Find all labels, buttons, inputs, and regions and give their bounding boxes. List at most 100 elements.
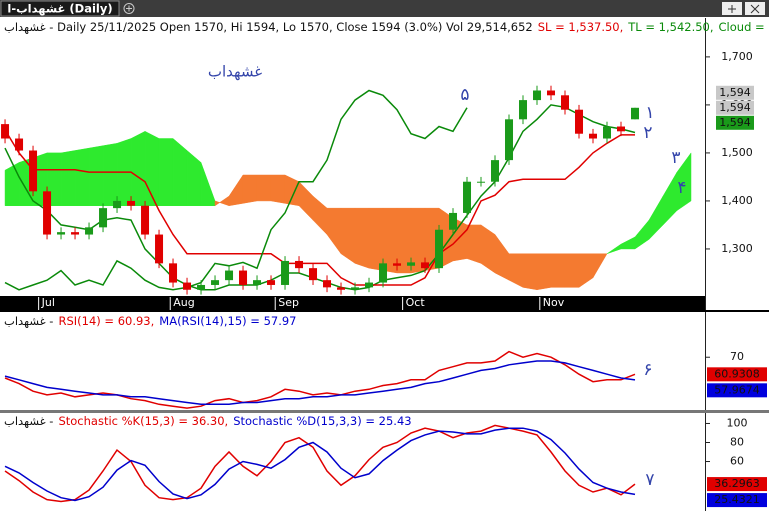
last-value-label: 1,594 — [719, 116, 751, 129]
candle-body — [323, 280, 332, 288]
axis-divider — [705, 18, 706, 511]
indicator-line — [4, 350, 636, 409]
candle-body — [519, 100, 528, 120]
panel-separator — [0, 310, 769, 312]
candle-body — [379, 263, 388, 283]
annotation: ۳ — [671, 148, 680, 168]
cloud-segment — [102, 143, 118, 206]
indicator-line — [4, 89, 468, 291]
annotation: ۱ — [645, 103, 654, 123]
cloud-segment — [382, 207, 398, 274]
y-tick-label: 100 — [727, 416, 748, 429]
candle-body — [57, 232, 66, 235]
x-tick-label: Nov — [543, 296, 565, 309]
header-part: MA(RSI(14),15) = 57.97 — [159, 314, 296, 328]
cloud-segment — [564, 253, 580, 288]
candle-body — [589, 133, 598, 139]
candle-body — [127, 200, 136, 206]
annotation: ۴ — [677, 178, 686, 198]
candle-body — [253, 280, 262, 285]
window-bar — [0, 0, 769, 17]
candle-body — [141, 205, 150, 235]
cloud-segment — [4, 162, 20, 206]
last-value-box — [716, 115, 754, 130]
header-part: SL = 1,537.50, — [538, 20, 624, 34]
candle-body — [351, 287, 360, 290]
cloud-segment — [60, 150, 76, 206]
annotation: ۷ — [645, 470, 654, 490]
last-value-box — [707, 477, 767, 492]
header-part: غشهداب - — [4, 414, 53, 428]
candle-body — [15, 138, 24, 151]
last-value-box — [716, 85, 754, 100]
candle-body — [477, 181, 486, 183]
header-part: Stochastic %D(15,3,3) = 25.43 — [233, 414, 411, 428]
x-tick-label: Jul — [41, 296, 55, 309]
header-part: RSI(14) = 60.93, — [58, 314, 154, 328]
header-part: غشهداب - Daily 25/11/2025 Open 1570, Hi … — [4, 20, 533, 34]
candle-body — [449, 212, 458, 230]
candle-body — [617, 126, 626, 132]
date-bar — [0, 296, 705, 311]
y-tick-label: 1,300 — [721, 242, 753, 255]
cloud-segment — [130, 130, 146, 206]
y-tick-label: 80 — [730, 435, 744, 448]
add-icon[interactable] — [123, 3, 135, 14]
candle-body — [575, 109, 584, 134]
header-part: Stochastic %K(15,3) = 36.30, — [58, 414, 228, 428]
header-part: Cloud = 1 — [719, 20, 769, 34]
indicator-line — [4, 129, 635, 286]
last-value-label: 36.2963 — [714, 477, 760, 490]
candle-body — [295, 260, 304, 269]
candle-body — [99, 208, 108, 228]
candle-body — [155, 234, 164, 264]
candle-body — [113, 200, 122, 209]
y-tick-label: 1,700 — [721, 50, 753, 63]
candle-body — [603, 126, 612, 139]
candle-body — [407, 262, 416, 266]
cloud-segment — [592, 253, 608, 279]
cloud-segment — [340, 207, 356, 264]
window-buttons[interactable] — [722, 2, 765, 15]
annotation: غشهداب — [208, 63, 262, 81]
candle-body — [211, 280, 220, 285]
candle-body — [421, 262, 430, 269]
cloud-segment — [550, 253, 566, 288]
header-background — [0, 20, 705, 34]
indicator-line — [4, 427, 636, 502]
last-value-box — [716, 100, 754, 115]
indicator-line — [4, 104, 636, 291]
candle-body — [463, 181, 472, 213]
indicator-line — [4, 424, 636, 503]
candle-body — [547, 90, 556, 96]
cloud-segment — [676, 152, 692, 212]
candle-body — [393, 263, 402, 266]
candle-body — [309, 268, 318, 281]
annotation: ۵ — [460, 85, 469, 105]
last-value-label: 1,594 — [719, 86, 751, 99]
x-tick-label: Oct — [406, 296, 426, 309]
last-value-label: 57.9674 — [714, 383, 760, 396]
candle-body — [225, 270, 234, 281]
header-part: TL = 1,542.50, — [627, 20, 713, 34]
plot-layer: 1,3001,4001,5001,6001,7001,5941,5941,594… — [1, 50, 767, 508]
candle-body — [491, 160, 500, 182]
candle-body — [267, 280, 276, 285]
annotation: ۲ — [643, 123, 652, 143]
cloud-segment — [242, 174, 258, 204]
cloud-segment — [354, 207, 370, 269]
cloud-segment — [522, 253, 538, 291]
candle-body — [337, 287, 346, 290]
tab[interactable] — [0, 0, 120, 17]
candle-body — [169, 263, 178, 283]
cloud-segment — [74, 147, 90, 206]
header-part: غشهداب - — [4, 314, 53, 328]
candle-body — [505, 119, 514, 161]
candle-body — [239, 270, 248, 285]
last-value-label: 1,594 — [719, 101, 751, 114]
last-value-label: 25.4321 — [714, 493, 760, 506]
indicator-line — [4, 360, 636, 406]
cloud-segment — [158, 138, 174, 206]
